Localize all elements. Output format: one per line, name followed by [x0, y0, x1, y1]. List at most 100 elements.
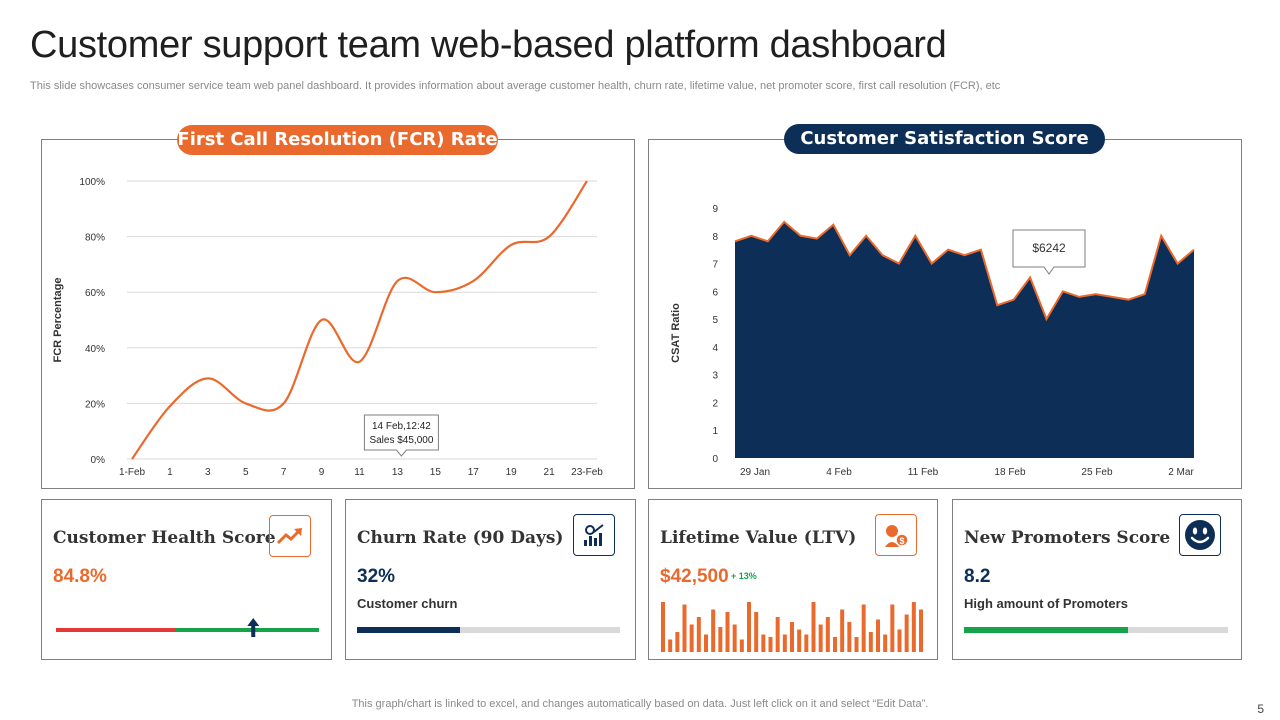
churn-progress-track	[357, 627, 620, 633]
x-tick-label: 1-Feb	[119, 467, 146, 478]
y-tick-label: 4	[712, 343, 718, 354]
y-tick-label: 40%	[85, 344, 105, 355]
x-tick-label: 15	[430, 467, 442, 478]
ltv-bar	[739, 639, 744, 652]
y-tick-label: 2	[712, 398, 718, 409]
fcr-chart-panel: 0% 20% 40% 60% 80% 100% 1-Feb 1 3 5 7 9 11 13 15 17 19 21…	[41, 139, 635, 489]
ltv-bar	[668, 639, 673, 652]
health-indicator-bar	[56, 618, 319, 637]
ltv-bar	[761, 634, 766, 652]
x-tick-label: 3	[205, 467, 211, 478]
x-tick-label: 19	[506, 467, 518, 478]
page-subtitle: This slide showcases consumer service te…	[30, 80, 1001, 92]
ltv-bar	[775, 617, 780, 652]
y-tick-label: 8	[712, 232, 718, 243]
ltv-bar	[725, 612, 730, 652]
x-tick-label: 5	[243, 467, 249, 478]
y-tick-label: 100%	[79, 177, 105, 188]
promoters-progress-track	[964, 627, 1228, 633]
lifetime-value-card: Lifetime Value (LTV) $ $42,500 + 13%	[648, 499, 938, 660]
y-tick-label: 3	[712, 371, 718, 382]
tooltip-box	[363, 414, 439, 457]
csat-chart-panel: 0 1 2 3 4 5 6 7 8 9 29 Jan 4 Feb 11 Feb 18 Feb 25 Feb 2…	[648, 139, 1242, 489]
new-promoters-card: New Promoters Score 8.2 High amount of P…	[952, 499, 1242, 660]
y-tick-label: 80%	[85, 233, 105, 244]
x-tick-label: 17	[468, 467, 480, 478]
callout-box	[1012, 229, 1086, 275]
ltv-bar	[861, 604, 866, 652]
x-tick-label: 23-Feb	[571, 467, 603, 478]
tooltip-line-2: Sales $45,000	[369, 435, 433, 446]
card-value: 32%	[357, 566, 396, 587]
x-tick-label: 11 Feb	[908, 467, 939, 478]
ltv-bar	[782, 634, 787, 652]
ltv-bar	[747, 602, 751, 652]
trending-up-icon	[269, 515, 311, 557]
csat-callout: $6242	[1012, 229, 1086, 275]
customer-health-card: Customer Health Score 84.8%	[41, 499, 332, 660]
ltv-bar	[696, 617, 701, 652]
x-tick-label: 11	[354, 467, 365, 478]
card-title: Churn Rate (90 Days)	[357, 528, 564, 548]
x-tick-label: 13	[392, 467, 404, 478]
fcr-tooltip: 14 Feb,12:42 Sales $45,000	[363, 414, 439, 457]
y-tick-label: 0%	[91, 455, 106, 466]
ltv-bar	[704, 634, 708, 652]
ltv-bar	[682, 604, 687, 652]
card-subtitle: Customer churn	[357, 596, 458, 611]
card-title: Lifetime Value (LTV)	[660, 528, 857, 548]
ltv-bar	[811, 602, 816, 652]
ltv-bar	[804, 634, 809, 652]
ltv-bar	[661, 602, 665, 652]
y-tick-label: 0	[712, 454, 718, 465]
ltv-bar	[768, 637, 773, 652]
x-tick-label: 25 Feb	[1081, 467, 1113, 478]
y-axis-label: FCR Percentage	[52, 278, 64, 363]
card-subtitle: High amount of Promoters	[964, 596, 1128, 611]
card-value: 84.8%	[53, 566, 107, 587]
fcr-chart-title: First Call Resolution (FCR) Rate	[177, 125, 498, 155]
x-tick-label: 18 Feb	[994, 467, 1026, 478]
ltv-bar	[847, 622, 852, 652]
ltv-bar	[919, 609, 923, 652]
ltv-bar	[840, 609, 845, 652]
ltv-bar	[825, 617, 830, 652]
ltv-bar	[854, 637, 859, 652]
csat-area	[735, 221, 1194, 458]
promoters-progress-fill	[964, 627, 1128, 633]
card-title: New Promoters Score	[964, 528, 1171, 548]
fcr-chart: 0%20%40%60%80%100%1-Feb 1 3 5 7 9 11 13 15 17 19 21…	[52, 177, 603, 478]
y-tick-label: 5	[712, 315, 718, 326]
customer-money-icon: $	[875, 514, 917, 556]
ltv-bar	[868, 632, 873, 652]
page-title: Customer support team web-based platform…	[30, 24, 947, 66]
smiley-face-icon	[1179, 514, 1221, 556]
x-tick-label: 2 Mar	[1168, 467, 1194, 478]
ltv-bar	[711, 609, 716, 652]
ltv-delta: + 13%	[731, 571, 757, 581]
y-tick-label: 1	[712, 426, 718, 437]
y-tick-label: 7	[712, 260, 718, 271]
ltv-bar	[904, 614, 909, 652]
ltv-bar	[883, 634, 888, 652]
y-tick-label: 20%	[85, 399, 105, 410]
ltv-bar	[675, 632, 680, 652]
ltv-bar	[797, 629, 802, 652]
ltv-bar	[890, 604, 895, 652]
ltv-bar	[876, 619, 880, 652]
ltv-bar	[790, 622, 794, 652]
churn-progress-fill	[357, 627, 460, 633]
ltv-bar	[732, 624, 737, 652]
ltv-bar	[818, 624, 823, 652]
x-tick-label: 1	[167, 467, 173, 478]
y-axis-label: CSAT Ratio	[670, 303, 682, 363]
ltv-bar	[897, 629, 902, 652]
ltv-bar	[911, 602, 916, 652]
ltv-bar	[689, 624, 694, 652]
card-value: 8.2	[964, 566, 991, 587]
x-tick-label: 9	[319, 467, 325, 478]
x-tick-label: 7	[281, 467, 287, 478]
card-title: Customer Health Score	[53, 528, 276, 548]
churn-rate-card: Churn Rate (90 Days) 32% Customer churn	[345, 499, 636, 660]
footnote: This graph/chart is linked to excel, and…	[351, 698, 929, 710]
